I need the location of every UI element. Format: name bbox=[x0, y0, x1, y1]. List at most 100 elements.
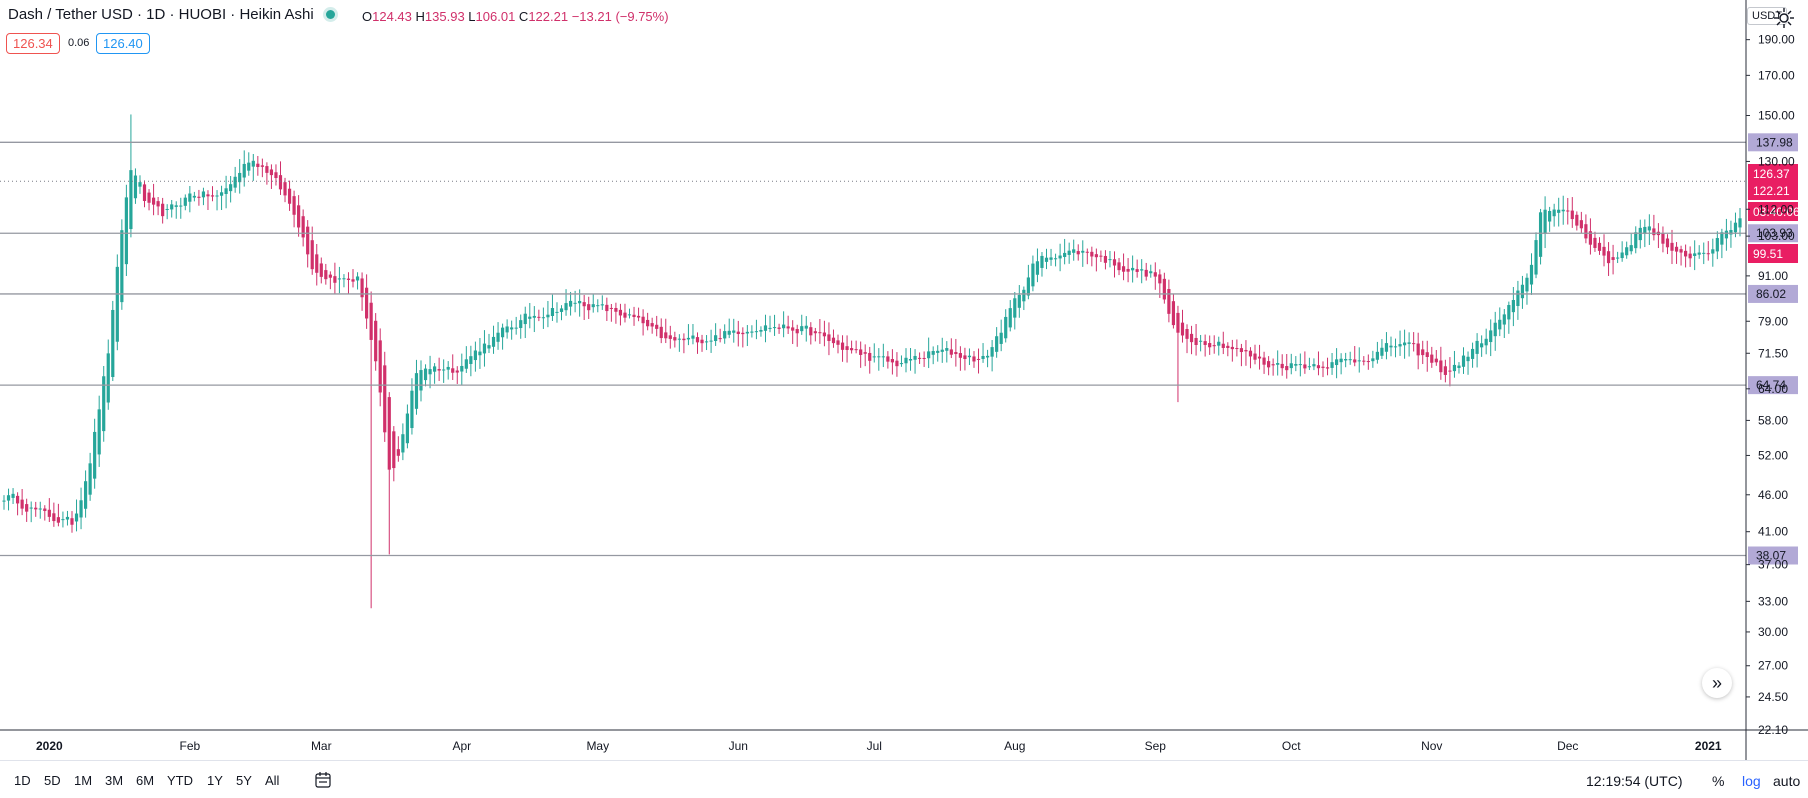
candle-body bbox=[1325, 367, 1330, 369]
candle-body bbox=[1597, 242, 1602, 251]
scroll-to-realtime-button[interactable]: » bbox=[1702, 668, 1732, 698]
candle-body bbox=[981, 355, 985, 359]
candle-body bbox=[1516, 290, 1520, 307]
candle-body bbox=[1253, 353, 1257, 360]
candle-body bbox=[800, 326, 804, 332]
bottom-toolbar: 1D 5D 1M 3M 6M YTD 1Y 5Y All 12:19:54 (U… bbox=[0, 760, 1808, 798]
candle-body bbox=[1507, 305, 1511, 320]
time-axis[interactable]: 2020 Feb Mar Apr May Jun Jul Aug Sep Oct Nov Dec 202… bbox=[36, 739, 1722, 753]
candle-body bbox=[1575, 214, 1579, 226]
candle-body bbox=[1289, 363, 1293, 369]
candle-body bbox=[1638, 227, 1642, 241]
candle-body bbox=[1402, 342, 1407, 346]
candle-body bbox=[1525, 277, 1529, 292]
candle-body bbox=[34, 507, 38, 510]
candle-body bbox=[641, 316, 645, 324]
candle-body bbox=[306, 226, 310, 255]
candle-body bbox=[1044, 257, 1049, 262]
candle-body bbox=[754, 331, 759, 333]
candle-body bbox=[1294, 364, 1298, 366]
candle-body bbox=[655, 324, 659, 329]
candle-body bbox=[20, 499, 24, 509]
range-3m-button[interactable]: 3M bbox=[105, 773, 124, 788]
candle-body bbox=[618, 309, 623, 316]
candle-body bbox=[546, 314, 550, 318]
candle-body bbox=[541, 317, 545, 319]
horizontal-levels[interactable]: 137.98 103.93 86.02 64.74 38.07 126.37 122.21 0… bbox=[0, 133, 1800, 565]
candle-body bbox=[2, 500, 6, 502]
candle-body bbox=[1384, 343, 1389, 352]
candle-body bbox=[1489, 330, 1493, 343]
candle-body bbox=[686, 337, 691, 340]
chart-canvas[interactable]: 137.98 103.93 86.02 64.74 38.07 126.37 122.21 0… bbox=[0, 0, 1808, 760]
utc-clock[interactable]: 12:19:54 (UTC) bbox=[1586, 773, 1683, 789]
candle-body bbox=[1470, 348, 1475, 359]
candle-body bbox=[1543, 209, 1547, 234]
candle-body bbox=[1439, 360, 1443, 373]
candle-body bbox=[727, 330, 731, 335]
range-1y-button[interactable]: 1Y bbox=[207, 773, 223, 788]
level-price-label: 137.98 bbox=[1756, 135, 1793, 149]
candle-body bbox=[56, 517, 60, 523]
candle-body bbox=[11, 493, 15, 498]
candle-body bbox=[1267, 361, 1271, 368]
candle-body bbox=[872, 356, 876, 358]
range-5y-button[interactable]: 5Y bbox=[236, 773, 252, 788]
candle-body bbox=[791, 327, 795, 331]
price-axis[interactable]: 190.00 170.00 150.00 130.00 112.00 103.00 91.0… bbox=[0, 0, 1808, 760]
candle-body bbox=[238, 172, 242, 183]
candle-body bbox=[659, 326, 663, 339]
candle-body bbox=[1552, 209, 1556, 217]
log-scale-button[interactable]: log bbox=[1742, 773, 1761, 789]
candle-body bbox=[1715, 238, 1719, 252]
range-all-button[interactable]: All bbox=[265, 773, 280, 788]
time-tick-label: Mar bbox=[311, 739, 332, 753]
time-tick-label: Jun bbox=[729, 739, 748, 753]
calendar-range-icon[interactable] bbox=[314, 771, 332, 789]
price-tick-label: 30.00 bbox=[1758, 625, 1788, 639]
candle-body bbox=[695, 337, 700, 343]
candle-body bbox=[337, 278, 342, 280]
candle-body bbox=[433, 366, 437, 372]
candle-body bbox=[1634, 232, 1638, 249]
symbol-title[interactable]: Dash / Tether USD · 1D · HUOBI · Heikin … bbox=[8, 6, 314, 23]
candle-body bbox=[487, 345, 491, 349]
candle-body bbox=[1711, 249, 1715, 254]
candle-body bbox=[568, 300, 573, 307]
percent-scale-button[interactable]: % bbox=[1712, 773, 1725, 789]
candle-body bbox=[1140, 269, 1144, 271]
price-tick-label: 58.00 bbox=[1758, 413, 1788, 427]
candle-body bbox=[772, 327, 777, 329]
candle-body bbox=[1588, 231, 1593, 245]
candle-body bbox=[1217, 341, 1221, 346]
candle-body bbox=[405, 413, 410, 444]
candle-body bbox=[854, 349, 858, 351]
level-price-label: 103.93 bbox=[1756, 226, 1793, 240]
candle-body bbox=[1353, 359, 1357, 363]
range-6m-button[interactable]: 6M bbox=[136, 773, 155, 788]
candle-body bbox=[1230, 346, 1234, 350]
gear-icon[interactable] bbox=[1772, 6, 1796, 30]
candle-body bbox=[491, 336, 496, 347]
price-tick-label: 130.00 bbox=[1758, 154, 1795, 168]
auto-scale-button[interactable]: auto bbox=[1773, 773, 1801, 789]
low-label: L bbox=[468, 9, 476, 24]
candle-body bbox=[840, 342, 845, 350]
candle-body bbox=[510, 327, 514, 330]
range-ytd-button[interactable]: YTD bbox=[167, 773, 193, 788]
sell-price-button[interactable]: 126.34 bbox=[6, 33, 60, 54]
candle-body bbox=[151, 197, 156, 205]
candle-body bbox=[985, 355, 990, 358]
candle-body bbox=[591, 304, 595, 308]
candle-body bbox=[831, 337, 836, 344]
level-price-tag bbox=[1748, 284, 1798, 303]
candle-body bbox=[927, 351, 931, 359]
range-1d-button[interactable]: 1D bbox=[14, 773, 31, 788]
range-1m-button[interactable]: 1M bbox=[74, 773, 93, 788]
candle-body bbox=[1448, 370, 1452, 372]
ohlc-legend: O124.43 H135.93 L106.01 C122.21 −13.21 (… bbox=[362, 9, 669, 24]
candle-body bbox=[29, 507, 33, 509]
range-5d-button[interactable]: 5D bbox=[44, 773, 61, 788]
candle-body bbox=[124, 197, 128, 265]
buy-price-button[interactable]: 126.40 bbox=[96, 33, 150, 54]
